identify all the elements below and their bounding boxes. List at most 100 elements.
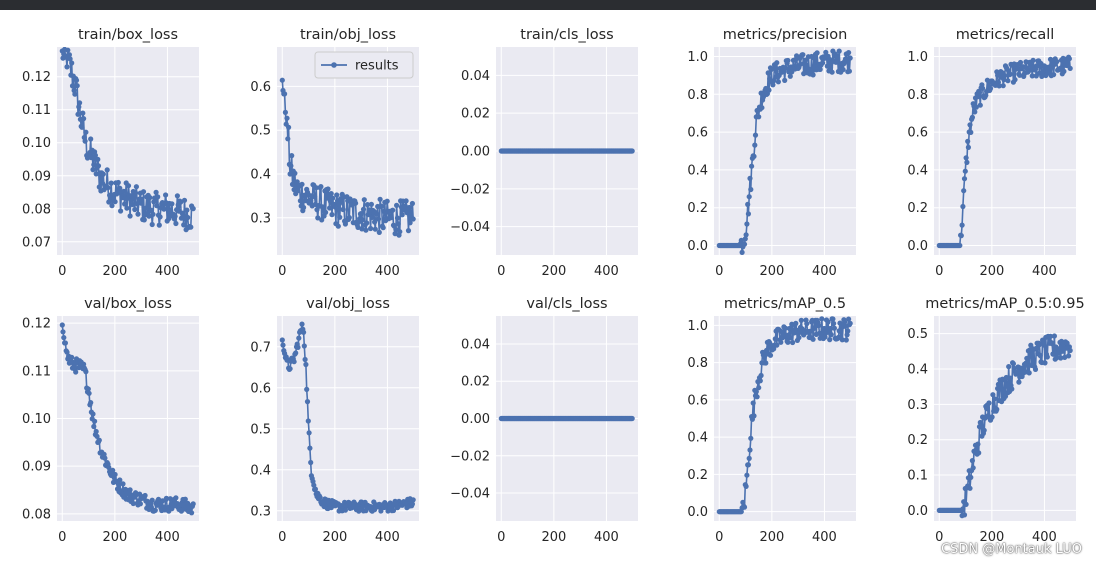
data-point [1066,353,1072,359]
data-point [399,212,405,218]
y-tick-label: 0.11 [22,103,51,118]
data-point [153,189,159,195]
y-tick-label: 0.6 [687,393,708,408]
data-point [374,211,380,217]
data-point [752,132,759,138]
y-tick-label: 0.6 [250,381,271,396]
data-point [772,336,778,342]
data-point [66,52,72,58]
data-point [782,325,789,331]
data-point [155,194,161,200]
chart-8: −0.04 −0.02 0.00 0.02 0.04 0 200 400 val/cls_los… [450,296,638,545]
data-point [73,369,79,375]
x-tick-label: 0 [278,530,286,545]
data-point [312,194,318,200]
data-point [69,60,75,66]
data-point [970,465,976,471]
data-point [957,242,963,249]
data-point [987,85,994,92]
data-point [965,144,972,150]
data-point [299,181,305,187]
data-point [285,136,291,142]
data-point [301,343,307,349]
series-results [59,47,196,233]
data-point [188,224,194,230]
data-point [785,57,791,64]
data-point [90,167,96,173]
data-point [1055,346,1061,352]
series-results [936,333,1073,519]
data-point [118,208,124,214]
data-point [811,325,817,331]
data-point [122,201,128,207]
data-point [785,339,791,345]
data-point [133,184,139,190]
data-point [117,477,123,483]
data-point [327,205,333,211]
data-point [325,186,331,192]
data-point [150,211,156,217]
data-point [106,464,112,471]
data-point [790,339,796,346]
data-point [410,497,416,503]
data-point [72,91,78,97]
data-point [771,78,777,84]
data-point [836,48,842,54]
data-point [394,202,400,208]
data-point [747,175,753,181]
data-point [161,206,167,212]
chart-title: metrics/precision [723,27,848,43]
data-point [395,221,401,227]
data-point [127,213,133,219]
data-point [828,332,834,338]
data-point [91,162,97,168]
chart-title: metrics/mAP_0.5 [724,296,846,312]
data-point [286,124,292,130]
data-point [963,155,969,161]
data-point [301,204,307,211]
data-point [995,385,1001,392]
y-tick-label: 0.02 [461,107,490,122]
data-point [390,507,397,514]
data-point [969,114,976,120]
x-tick-label: 200 [541,264,566,279]
data-point [1066,56,1072,62]
data-point [968,474,974,480]
data-point [306,430,312,436]
data-point [798,317,804,323]
data-point [1044,354,1050,360]
data-point [364,220,370,226]
data-point [1010,361,1017,367]
data-point [981,427,987,433]
data-point [135,211,141,217]
chart-title: val/box_loss [84,296,172,312]
y-tick-label: 0.5 [250,422,271,437]
data-point [961,176,968,182]
data-point [376,229,382,235]
data-point [302,356,308,363]
data-point [91,423,97,430]
data-point [330,195,336,201]
y-tick-label: 0.12 [22,317,51,332]
data-point [1058,65,1064,71]
data-point [284,115,290,121]
data-point [129,201,136,208]
y-tick-label: 0.00 [461,412,490,427]
data-point [289,181,296,187]
data-point [969,458,976,464]
data-point [75,111,81,117]
data-point [163,192,169,198]
data-point [1062,354,1068,360]
watermark: CSDN @Montauk LUO [941,542,1082,557]
y-tick-label: 0.6 [907,126,928,141]
y-tick-label: 0.4 [687,431,708,446]
data-point [1042,360,1048,366]
data-point [372,226,378,232]
data-point [139,196,145,202]
x-tick-label: 0 [715,264,723,279]
data-point [775,79,782,85]
data-point [96,184,102,190]
data-point [180,210,186,216]
data-point [93,171,99,177]
